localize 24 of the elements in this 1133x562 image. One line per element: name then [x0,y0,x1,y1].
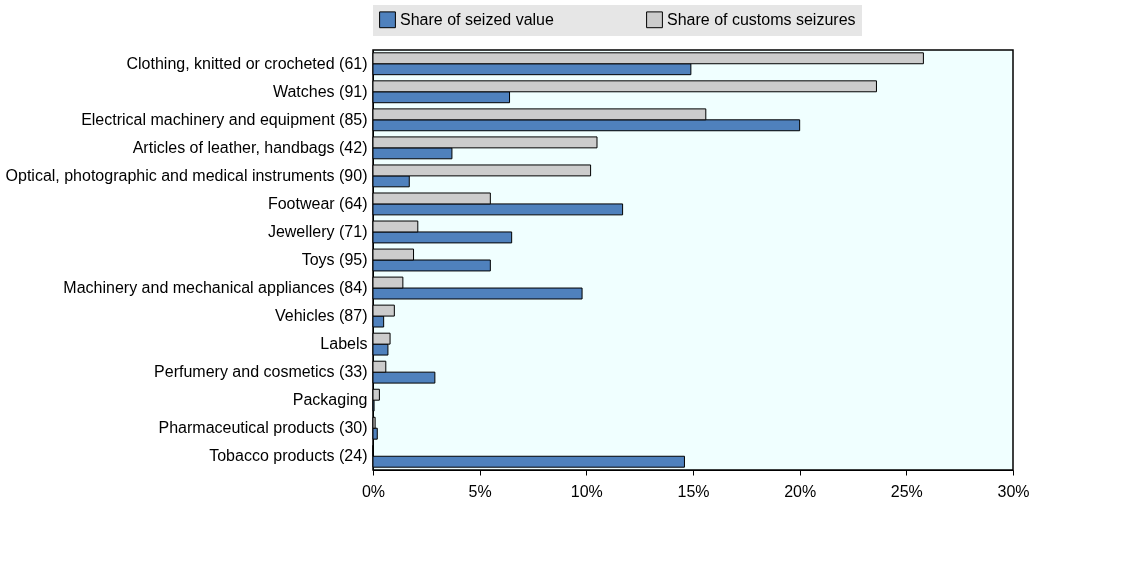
y-tick-label: Footwear (64) [267,194,368,212]
x-tick-label: 5% [468,482,492,500]
legend-label: Share of seized value [400,10,554,28]
y-tick-label: Jewellery (71) [267,222,368,240]
y-tick-label: Optical, photographic and medical instruments (90) [5,166,368,184]
x-tick-label: 25% [890,482,923,500]
y-tick-label: Electrical machinery and equipment (85) [81,110,368,128]
y-tick-label: Vehicles (87) [275,307,368,325]
legend-label: Share of customs seizures [667,10,856,28]
y-tick-label: Clothing, knitted or crocheted (61) [126,54,368,72]
y-tick-label: Watches (91) [272,82,368,100]
y-tick-label: Toys (95) [301,251,368,268]
x-tick-label: 15% [677,482,710,500]
y-tick-label: Perfumery and cosmetics (33) [154,363,368,381]
x-tick-label: 0% [361,482,386,500]
y-tick-label: Packaging [292,391,368,409]
y-tick-label: Machinery and mechanical appliances (84) [63,279,368,297]
y-tick-label: Labels [320,335,368,353]
x-tick-label: 10% [570,482,603,500]
y-tick-label: Tobacco products (24) [209,447,368,465]
x-tick-label: 30% [997,482,1030,500]
y-tick-label: Pharmaceutical products (30) [158,419,368,437]
x-tick-label: 20% [784,482,817,500]
y-tick-label: Articles of leather, handbags (42) [132,138,368,156]
